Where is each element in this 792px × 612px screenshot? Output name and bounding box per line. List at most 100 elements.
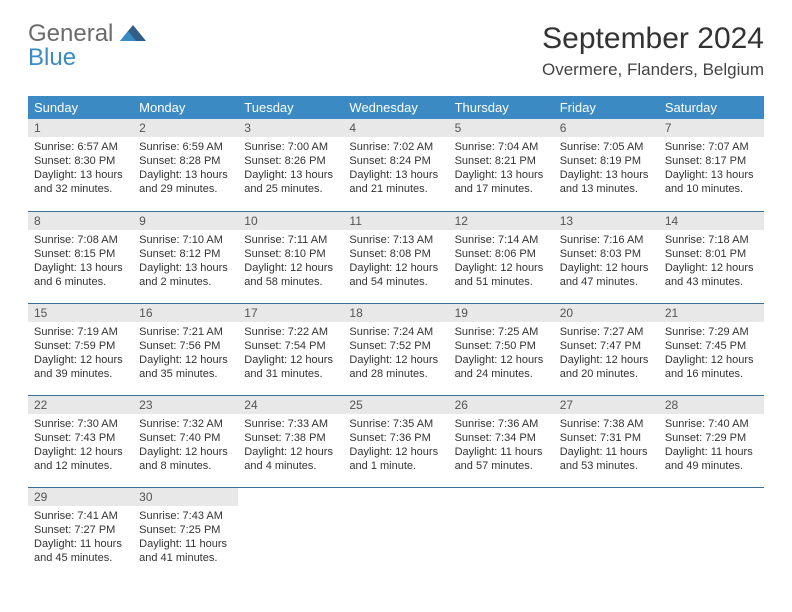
sunset-text: Sunset: 8:21 PM [455,154,548,168]
calendar-day-cell: 18Sunrise: 7:24 AMSunset: 7:52 PMDayligh… [343,303,448,395]
sunrise-text: Sunrise: 7:24 AM [349,325,442,339]
sunrise-text: Sunrise: 6:57 AM [34,140,127,154]
sunrise-text: Sunrise: 7:18 AM [665,233,758,247]
day-number: 8 [28,212,133,230]
day-number: 13 [554,212,659,230]
calendar-week-row: 29Sunrise: 7:41 AMSunset: 7:27 PMDayligh… [28,487,764,579]
daylight-line1: Daylight: 12 hours [455,261,548,275]
weekday-header: Monday [133,96,238,119]
day-number: 28 [659,396,764,414]
calendar-day-cell: 28Sunrise: 7:40 AMSunset: 7:29 PMDayligh… [659,395,764,487]
calendar-day-cell: 4Sunrise: 7:02 AMSunset: 8:24 PMDaylight… [343,119,448,211]
sunrise-text: Sunrise: 7:32 AM [139,417,232,431]
daylight-line1: Daylight: 12 hours [455,353,548,367]
calendar-day-cell: 24Sunrise: 7:33 AMSunset: 7:38 PMDayligh… [238,395,343,487]
sunrise-text: Sunrise: 7:00 AM [244,140,337,154]
day-details: Sunrise: 7:30 AMSunset: 7:43 PMDaylight:… [28,414,133,477]
daylight-line1: Daylight: 12 hours [244,261,337,275]
calendar-day-cell: 7Sunrise: 7:07 AMSunset: 8:17 PMDaylight… [659,119,764,211]
day-details: Sunrise: 7:08 AMSunset: 8:15 PMDaylight:… [28,230,133,293]
calendar-week-row: 22Sunrise: 7:30 AMSunset: 7:43 PMDayligh… [28,395,764,487]
calendar-header-row: SundayMondayTuesdayWednesdayThursdayFrid… [28,96,764,119]
daylight-line2: and 13 minutes. [560,182,653,196]
sunset-text: Sunset: 8:19 PM [560,154,653,168]
daylight-line1: Daylight: 11 hours [139,537,232,551]
calendar-day-cell: 22Sunrise: 7:30 AMSunset: 7:43 PMDayligh… [28,395,133,487]
daylight-line1: Daylight: 12 hours [139,353,232,367]
logo: General Blue [28,22,146,70]
sunrise-text: Sunrise: 7:11 AM [244,233,337,247]
daylight-line2: and 10 minutes. [665,182,758,196]
sunset-text: Sunset: 8:26 PM [244,154,337,168]
day-number: 2 [133,119,238,137]
daylight-line1: Daylight: 12 hours [665,353,758,367]
day-details: Sunrise: 7:41 AMSunset: 7:27 PMDaylight:… [28,506,133,569]
daylight-line1: Daylight: 11 hours [560,445,653,459]
day-number: 9 [133,212,238,230]
day-number: 19 [449,304,554,322]
sunrise-text: Sunrise: 7:38 AM [560,417,653,431]
calendar-day-cell: 11Sunrise: 7:13 AMSunset: 8:08 PMDayligh… [343,211,448,303]
sunrise-text: Sunrise: 7:04 AM [455,140,548,154]
daylight-line2: and 53 minutes. [560,459,653,473]
day-number: 14 [659,212,764,230]
day-number: 6 [554,119,659,137]
day-details: Sunrise: 7:04 AMSunset: 8:21 PMDaylight:… [449,137,554,200]
daylight-line1: Daylight: 13 hours [560,168,653,182]
sunset-text: Sunset: 7:36 PM [349,431,442,445]
sunset-text: Sunset: 8:08 PM [349,247,442,261]
daylight-line1: Daylight: 12 hours [560,353,653,367]
day-details: Sunrise: 7:36 AMSunset: 7:34 PMDaylight:… [449,414,554,477]
sunrise-text: Sunrise: 7:16 AM [560,233,653,247]
day-details: Sunrise: 7:40 AMSunset: 7:29 PMDaylight:… [659,414,764,477]
sunrise-text: Sunrise: 7:21 AM [139,325,232,339]
sunrise-text: Sunrise: 7:30 AM [34,417,127,431]
day-number: 25 [343,396,448,414]
calendar-day-cell: 12Sunrise: 7:14 AMSunset: 8:06 PMDayligh… [449,211,554,303]
daylight-line2: and 8 minutes. [139,459,232,473]
daylight-line2: and 2 minutes. [139,275,232,289]
logo-triangle-icon [120,25,146,41]
sunset-text: Sunset: 7:31 PM [560,431,653,445]
day-details: Sunrise: 7:29 AMSunset: 7:45 PMDaylight:… [659,322,764,385]
day-number: 20 [554,304,659,322]
daylight-line1: Daylight: 12 hours [560,261,653,275]
sunset-text: Sunset: 7:47 PM [560,339,653,353]
daylight-line2: and 4 minutes. [244,459,337,473]
calendar-day-cell: 20Sunrise: 7:27 AMSunset: 7:47 PMDayligh… [554,303,659,395]
sunrise-text: Sunrise: 7:36 AM [455,417,548,431]
sunrise-text: Sunrise: 7:41 AM [34,509,127,523]
sunrise-text: Sunrise: 7:25 AM [455,325,548,339]
day-details: Sunrise: 7:16 AMSunset: 8:03 PMDaylight:… [554,230,659,293]
day-details: Sunrise: 7:05 AMSunset: 8:19 PMDaylight:… [554,137,659,200]
sunset-text: Sunset: 7:45 PM [665,339,758,353]
daylight-line1: Daylight: 12 hours [349,353,442,367]
title-block: September 2024 Overmere, Flanders, Belgi… [542,22,764,80]
daylight-line2: and 25 minutes. [244,182,337,196]
daylight-line1: Daylight: 12 hours [665,261,758,275]
daylight-line1: Daylight: 12 hours [34,445,127,459]
sunrise-text: Sunrise: 7:22 AM [244,325,337,339]
day-number: 10 [238,212,343,230]
day-details: Sunrise: 7:02 AMSunset: 8:24 PMDaylight:… [343,137,448,200]
calendar-day-cell: 25Sunrise: 7:35 AMSunset: 7:36 PMDayligh… [343,395,448,487]
calendar-day-cell: 3Sunrise: 7:00 AMSunset: 8:26 PMDaylight… [238,119,343,211]
day-details: Sunrise: 7:27 AMSunset: 7:47 PMDaylight:… [554,322,659,385]
weekday-header: Thursday [449,96,554,119]
sunrise-text: Sunrise: 7:07 AM [665,140,758,154]
sunset-text: Sunset: 7:54 PM [244,339,337,353]
daylight-line2: and 43 minutes. [665,275,758,289]
day-number: 21 [659,304,764,322]
sunrise-text: Sunrise: 7:43 AM [139,509,232,523]
calendar-day-cell: 19Sunrise: 7:25 AMSunset: 7:50 PMDayligh… [449,303,554,395]
sunset-text: Sunset: 8:10 PM [244,247,337,261]
calendar-empty-cell [238,487,343,579]
daylight-line1: Daylight: 13 hours [455,168,548,182]
logo-blue: Blue [28,44,76,71]
daylight-line2: and 17 minutes. [455,182,548,196]
day-details: Sunrise: 7:07 AMSunset: 8:17 PMDaylight:… [659,137,764,200]
day-number: 5 [449,119,554,137]
logo-text: General Blue [28,22,146,70]
daylight-line1: Daylight: 13 hours [34,261,127,275]
day-details: Sunrise: 7:21 AMSunset: 7:56 PMDaylight:… [133,322,238,385]
